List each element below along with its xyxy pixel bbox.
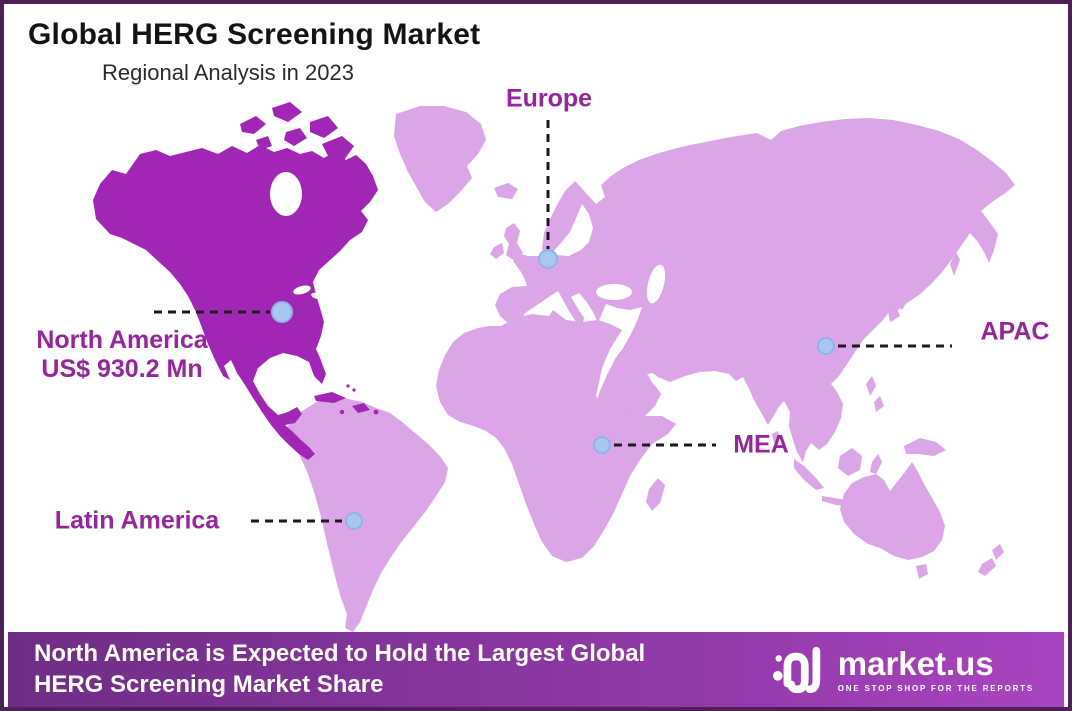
map-north-america-mainland — [93, 145, 378, 460]
label-europe: Europe — [505, 84, 593, 113]
page-subtitle: Regional Analysis in 2023 — [102, 60, 354, 85]
map-australia — [840, 462, 945, 560]
marker-dot-north-america — [271, 301, 293, 323]
persian-gulf — [648, 372, 664, 390]
caspian-sea — [646, 264, 666, 304]
footer-annotation: North America is Expected to Hold the La… — [34, 639, 645, 700]
map-tasmania — [916, 564, 928, 579]
map-iceland — [494, 183, 518, 199]
label-latin-america: Latin America — [54, 506, 220, 535]
footer-line-2: HERG Screening Market Share — [34, 670, 384, 698]
map-borneo — [838, 448, 862, 476]
great-lakes — [311, 292, 323, 300]
map-puerto-rico — [373, 409, 379, 415]
highlight-region-north-america — [93, 102, 379, 460]
marker-dots — [271, 249, 835, 530]
map-new-zealand — [992, 544, 1004, 560]
footer-line-1: North America is Expected to Hold the La… — [34, 639, 646, 667]
title-block: Global HERG Screening Market Regional An… — [28, 18, 480, 86]
map-baffin-island — [322, 136, 354, 160]
map-eurasia — [495, 118, 1015, 462]
map-philippines-south — [874, 396, 884, 412]
map-jamaica — [339, 409, 345, 415]
label-north-america: North America — [36, 326, 208, 354]
black-sea — [596, 284, 632, 300]
map-sakhalin — [950, 252, 960, 276]
map-arctic-island — [284, 128, 307, 146]
north-america-waters — [270, 172, 323, 300]
marker-dot-latin-america — [345, 512, 363, 530]
market-us-logo-icon — [772, 646, 820, 693]
inland-seas — [596, 264, 666, 390]
marker-dot-europe — [538, 249, 558, 269]
map-new-guinea — [904, 438, 946, 456]
map-arctic-island — [256, 136, 272, 150]
map-hispaniola — [352, 403, 370, 413]
hudson-bay — [270, 172, 302, 216]
marker-dot-apac — [817, 337, 835, 355]
great-lakes — [293, 285, 311, 295]
world-map — [93, 102, 1015, 632]
map-arctic-island — [240, 116, 266, 134]
page-title: Global HERG Screening Market — [28, 18, 481, 51]
value-north-america: US$ 930.2 Mn — [41, 354, 203, 383]
map-madagascar — [646, 478, 665, 511]
map-south-america — [287, 395, 448, 632]
map-africa — [436, 310, 676, 562]
brand-tagline: ONE STOP SHOP FOR THE REPORTS — [837, 683, 1034, 693]
map-java — [822, 496, 856, 507]
map-bahamas — [346, 384, 350, 388]
map-cuba — [314, 392, 346, 403]
label-north-america-block: North America US$ 930.2 Mn — [24, 326, 220, 384]
map-ireland — [490, 243, 504, 259]
map-arctic-island — [272, 102, 302, 122]
marker-dot-mea — [593, 436, 611, 454]
map-philippines-north — [866, 376, 876, 396]
map-uk — [504, 223, 523, 261]
footer-banner: North America is Expected to Hold the La… — [8, 632, 1064, 707]
map-greenland — [394, 106, 486, 212]
label-mea: MEA — [733, 430, 789, 459]
label-apac: APAC — [980, 317, 1050, 346]
map-japan-south — [888, 306, 900, 322]
base-regions — [287, 106, 1015, 632]
brand-block: market.us ONE STOP SHOP FOR THE REPORTS — [772, 644, 1034, 696]
map-sumatra — [794, 459, 824, 490]
brand-name: market.us — [837, 644, 994, 682]
callout-lines — [154, 120, 952, 523]
map-new-zealand-south — [978, 558, 996, 576]
map-sulawesi — [870, 454, 882, 474]
map-bahamas — [352, 388, 356, 392]
map-sri-lanka — [772, 431, 780, 443]
brand-text: market.us ONE STOP SHOP FOR THE REPORTS — [838, 647, 1034, 693]
map-japan-north — [894, 292, 908, 310]
map-arctic-island — [310, 116, 338, 138]
